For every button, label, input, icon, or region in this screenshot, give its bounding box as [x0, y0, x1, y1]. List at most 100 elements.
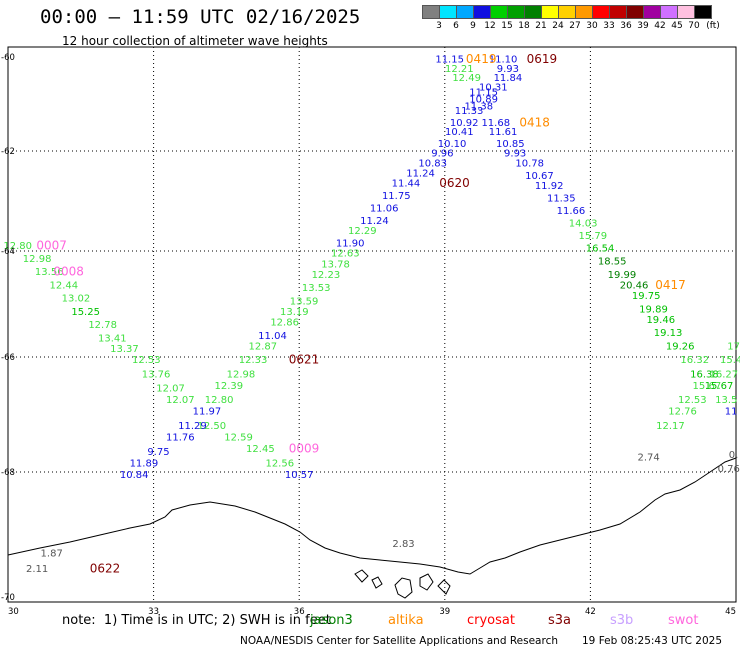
color-swatch-label: 42 — [654, 21, 666, 31]
color-swatch-label: 9 — [470, 21, 476, 31]
wave-height-value: 12.07 — [156, 384, 185, 395]
wave-height-value: 12.87 — [248, 341, 277, 352]
pass-time-label: 0009 — [289, 442, 320, 456]
wave-height-value: 13.02 — [62, 294, 91, 305]
color-swatch-label: 33 — [603, 21, 615, 31]
wave-height-value: 19.26 — [666, 341, 695, 352]
wave-height-value: 15.25 — [71, 307, 100, 318]
wave-height-value: 9.75 — [147, 447, 169, 458]
wave-height-value: 20.46 — [620, 280, 649, 291]
color-swatch-label: 30 — [586, 21, 598, 31]
color-swatch-label: 18 — [518, 21, 530, 31]
wave-height-value: 12.76 — [668, 407, 697, 418]
wave-height-value: 16.27 — [710, 369, 739, 380]
satellite-legend-swot: swot — [668, 613, 699, 628]
color-swatch — [694, 5, 712, 19]
wave-height-value: 15.79 — [579, 231, 608, 242]
latitude-label: -64 — [1, 247, 15, 257]
satellite-legend-jason3: jason3 — [310, 613, 353, 628]
coastline-path — [7, 457, 737, 575]
wave-height-value: 19.99 — [608, 270, 637, 281]
footer-timestamp: 19 Feb 08:25:43 UTC 2025 — [582, 635, 722, 647]
wave-height-value: 13.78 — [321, 259, 350, 270]
wave-height-value: 10.67 — [525, 171, 554, 182]
wave-height-value: 11.97 — [193, 407, 222, 418]
wave-height-value: 9.93 — [497, 64, 519, 75]
wave-height-value: 18.55 — [598, 257, 627, 268]
color-swatch-label: 70 — [688, 21, 700, 31]
wave-height-value: 10.85 — [496, 139, 525, 150]
color-swatch-label: 39 — [637, 21, 649, 31]
wave-height-value: 2.11 — [26, 564, 48, 575]
color-swatch-label: 3 — [436, 21, 442, 31]
wave-height-value: 9.96 — [431, 149, 453, 160]
satellite-legend-s3b: s3b — [610, 613, 634, 628]
wave-height-value: 15.67 — [693, 381, 722, 392]
pass-time-label: 0619 — [527, 52, 558, 66]
wave-height-value: 10.57 — [285, 470, 314, 481]
wave-height-value: 9.93 — [504, 149, 526, 160]
wave-height-value: 11.29 — [178, 421, 207, 432]
wave-height-value: 10.41 — [445, 127, 474, 138]
wave-height-value: 11.90 — [336, 239, 365, 250]
wave-height-value: 11.06 — [370, 204, 399, 215]
wave-height-value: 2.83 — [392, 539, 414, 550]
wave-height-value: 10.10 — [438, 139, 467, 150]
pass-time-label: 0621 — [289, 352, 320, 366]
wave-height-value: 14.03 — [569, 219, 598, 230]
page-subtitle: 12 hour collection of altimeter wave hei… — [62, 34, 328, 48]
wave-height-value: 13.19 — [280, 307, 309, 318]
observation-layer: 11.1512.2112.4911.109.9311.8410.3111.151… — [3, 52, 740, 576]
wave-height-value: 13.53 — [302, 283, 331, 294]
wave-height-value: 10.92 — [450, 118, 479, 129]
map-grid — [8, 47, 736, 602]
longitude-label: 42 — [585, 607, 596, 617]
longitude-label: 36 — [294, 607, 305, 617]
satellite-legend-s3a: s3a — [548, 613, 572, 628]
wave-height-value: 11.24 — [360, 216, 389, 227]
footer-note: note: 1) Time is in UTC; 2) SWH is in fe… — [62, 613, 331, 628]
wave-height-value: 11.38 — [464, 101, 493, 112]
wave-height-value: 11.44 — [392, 179, 421, 190]
wave-height-value: 11.35 — [547, 194, 576, 205]
color-swatch-label: 15 — [501, 21, 513, 31]
wave-height-value: 11.68 — [481, 118, 510, 129]
longitude-label: 45 — [725, 607, 736, 617]
wave-height-value: 11.10 — [489, 54, 518, 65]
footer-credit: NOAA/NESDIS Center for Satellite Applica… — [240, 635, 558, 647]
wave-height-value: 12.53 — [132, 355, 161, 366]
color-swatch-label: 6 — [453, 21, 459, 31]
latitude-label: -70 — [1, 593, 15, 603]
latitude-label: -60 — [1, 53, 15, 63]
longitude-label: 39 — [439, 607, 450, 617]
pass-time-label: 0418 — [519, 115, 550, 129]
wave-height-value: 11.75 — [382, 191, 411, 202]
wave-height-value: 15.4 — [720, 355, 740, 366]
wave-height-value: 11.61 — [489, 127, 518, 138]
wave-height-value: 12.63 — [331, 249, 360, 260]
wave-height-value: 19.89 — [639, 304, 668, 315]
wave-height-value: 13.41 — [98, 333, 127, 344]
wave-height-value: 12.86 — [270, 318, 299, 329]
color-swatch-label: 36 — [620, 21, 632, 31]
coastline — [7, 457, 737, 602]
wave-height-value: 19.75 — [632, 291, 661, 302]
wave-height-value: 2.74 — [638, 453, 660, 464]
wave-height-value: 11.66 — [557, 206, 586, 217]
pass-time-label: 0419 — [466, 52, 497, 66]
longitude-label: 30 — [8, 607, 19, 617]
wave-height-value: 15.67 — [705, 381, 734, 392]
pass-time-label: 0007 — [36, 239, 67, 253]
satellite-legend-cryosat: cryosat — [467, 613, 515, 628]
color-swatch-label: 12 — [484, 21, 496, 31]
wave-height-value: 12.17 — [656, 421, 685, 432]
wave-height-value: 12.56 — [265, 458, 294, 469]
wave-height-value: 12.53 — [678, 395, 707, 406]
color-swatch-label: 45 — [671, 21, 683, 31]
wave-height-value: 12.50 — [198, 421, 227, 432]
wave-height-value: 11.24 — [406, 169, 435, 180]
color-swatch-label: 21 — [535, 21, 547, 31]
wave-height-value: 12.49 — [452, 73, 481, 84]
wave-height-value: 1.87 — [41, 548, 63, 559]
wave-height-value: 13.76 — [142, 369, 171, 380]
